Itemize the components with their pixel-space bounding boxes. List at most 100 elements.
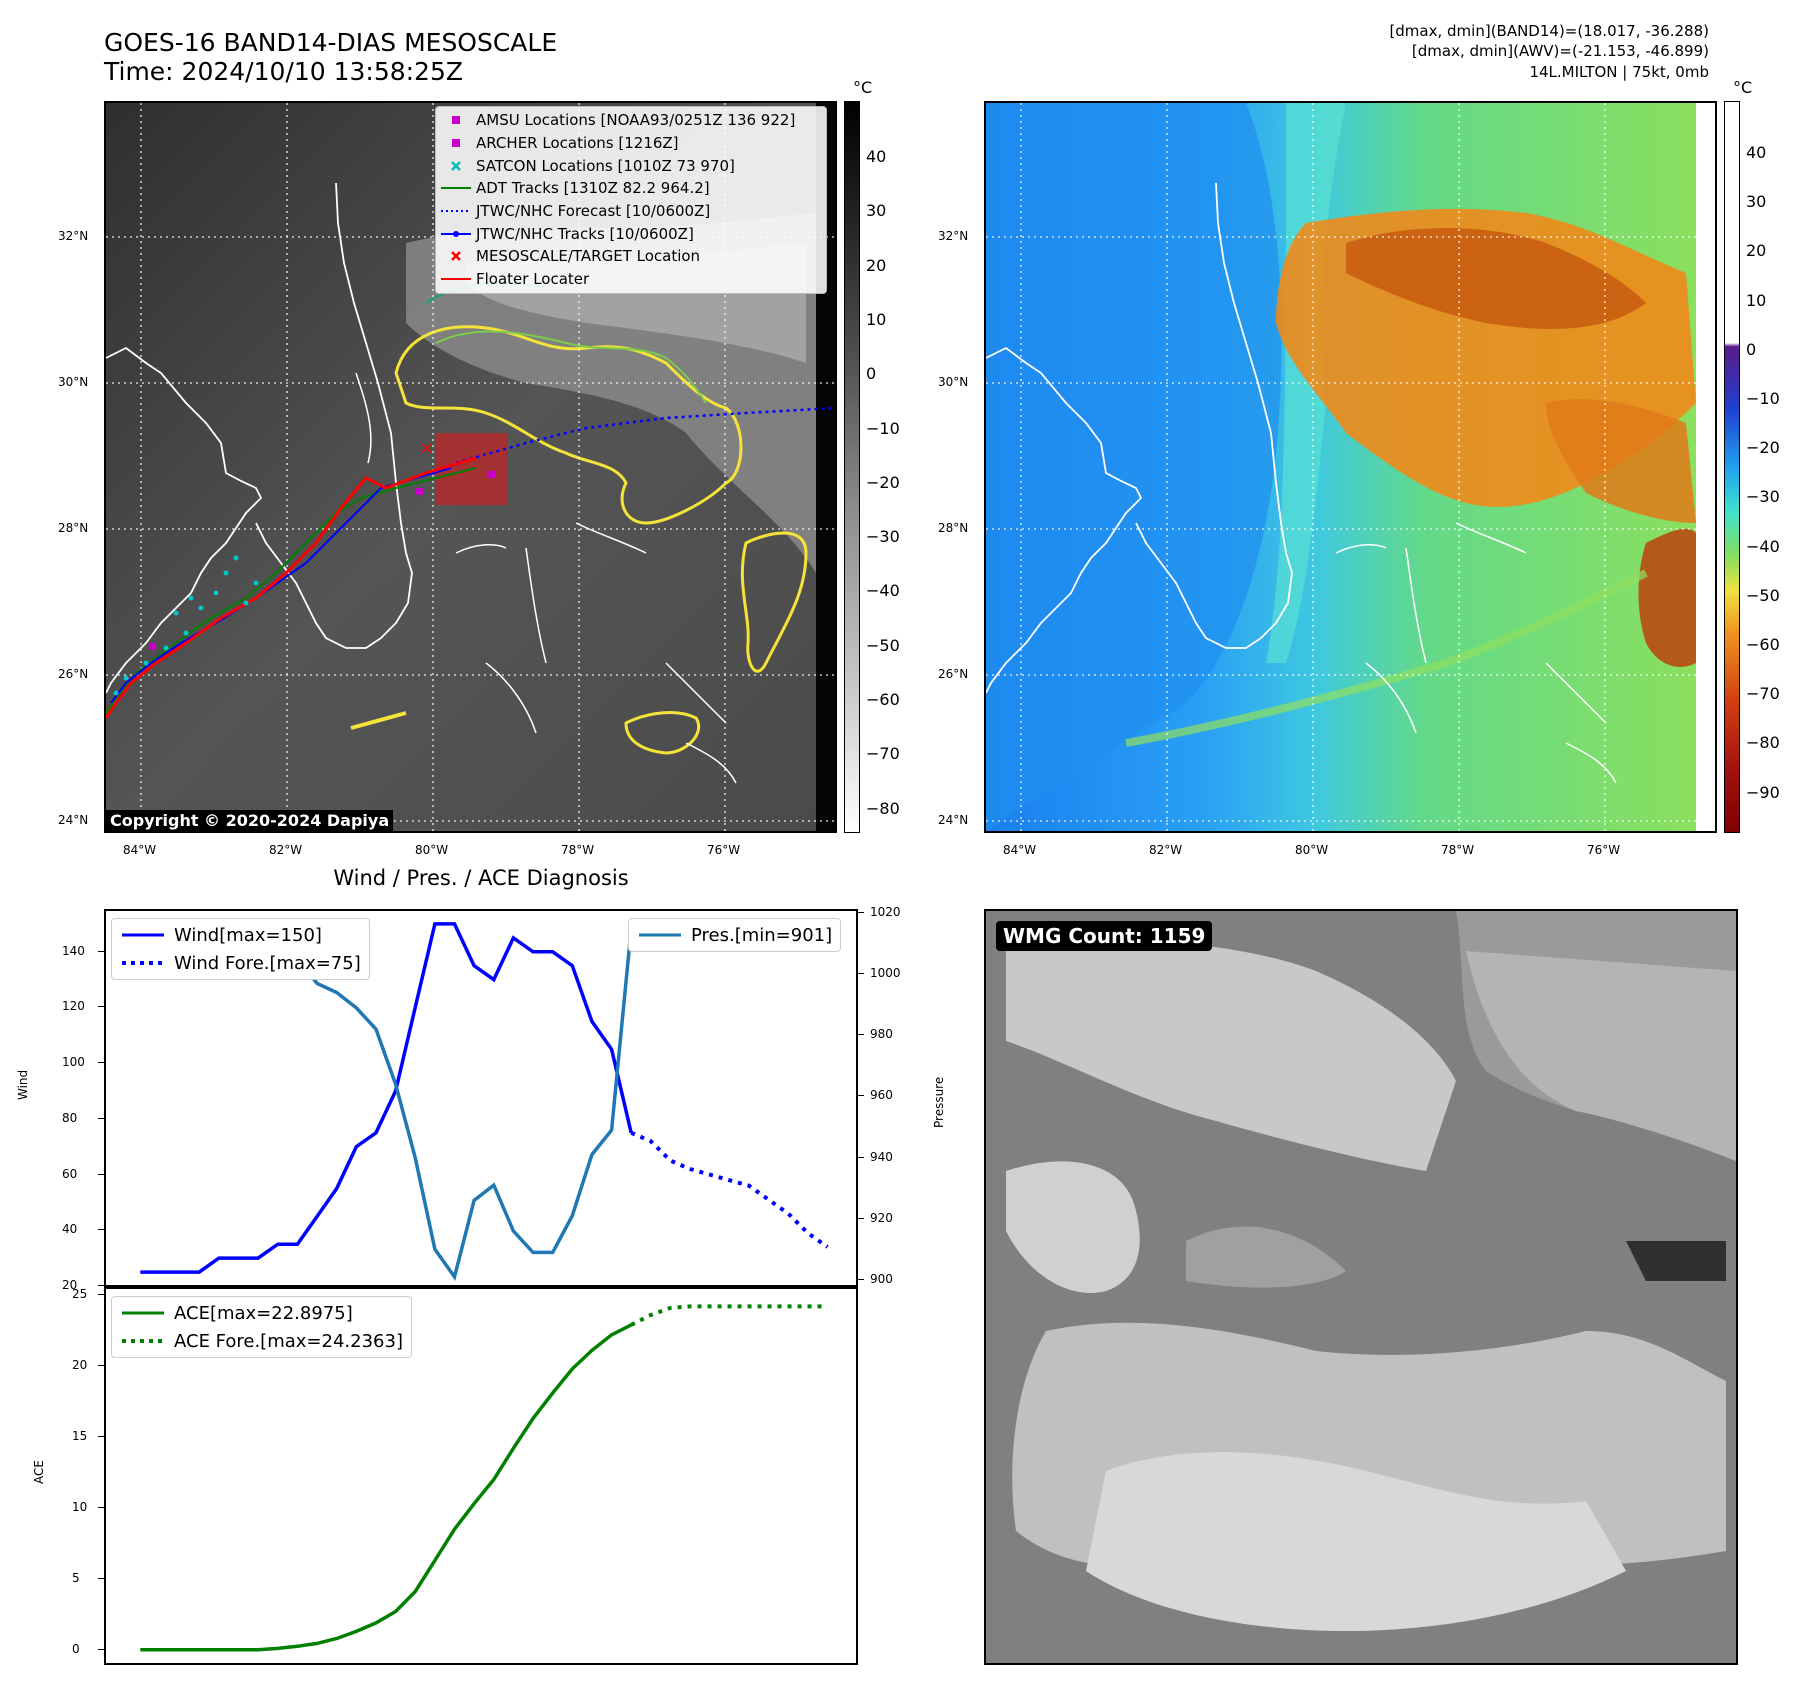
pressure-y-tick-mark: [858, 1156, 864, 1158]
stats-awv: [dmax, dmin](AWV)=(-21.153, -46.899): [1411, 42, 1709, 60]
legend-label: JTWC/NHC Forecast [10/0600Z]: [476, 202, 711, 221]
pressure-y-tick: 920: [870, 1210, 893, 1225]
wind-y-tick-mark: [98, 1062, 104, 1064]
ace-y-tick: 0: [72, 1641, 80, 1656]
floater-track: [106, 456, 477, 719]
pressure-y-tick-mark: [858, 1034, 864, 1036]
ace-plot: [104, 1287, 858, 1665]
wv-colorbar-tick: 20: [1746, 241, 1767, 261]
wmg-bright-north: [1006, 940, 1456, 1171]
legend-entry: JTWC/NHC Forecast [10/0600Z]: [436, 200, 826, 223]
legend-label: ARCHER Locations [1216Z]: [476, 134, 679, 153]
contour-yellow-1: [394, 325, 743, 525]
coast-bahamas: [455, 522, 737, 784]
storm-info: 14L.MILTON | 75kt, 0mb: [1529, 63, 1709, 81]
wind-y-tick: 60: [62, 1166, 78, 1181]
ir-colorbar-tick: −10: [866, 418, 900, 438]
wmg-mid-patch: [1186, 1226, 1346, 1288]
wind-y-tick: 80: [62, 1110, 78, 1125]
wv-coast-atlantic: [1135, 182, 1293, 649]
wind-y-tick-mark: [98, 950, 104, 952]
wind-axis-label: Wind: [16, 1069, 30, 1100]
map-lon-tick: 80°W: [1295, 843, 1329, 857]
wind-y-tick-mark: [98, 1173, 104, 1175]
pressure-y-tick-mark: [858, 1217, 864, 1219]
map-lon-tick: 78°W: [561, 843, 595, 857]
coast-lake: [355, 372, 372, 464]
x-marker-icon: [436, 250, 476, 262]
ir-colorbar-tick: −80: [866, 798, 900, 818]
wv-moist-east: [1546, 399, 1696, 523]
map-legend: AMSU Locations [NOAA93/0251Z 136 922] ARC…: [435, 106, 827, 294]
map-lon-tick: 76°W: [1587, 843, 1621, 857]
wv-colorbar: [1724, 101, 1740, 833]
map-lat-tick: 26°N: [58, 667, 89, 681]
ace-axis-label: ACE: [32, 1460, 46, 1484]
wmg-image: [986, 911, 1736, 1663]
wind-line: [140, 922, 633, 1274]
wind-forecast-legend-label: Wind Fore.[max=75]: [174, 952, 361, 974]
legend-label: MESOSCALE/TARGET Location: [476, 247, 701, 266]
map-lat-tick: 24°N: [938, 813, 969, 827]
ace-line: [140, 1323, 632, 1652]
ir-colorbar-tick: 30: [866, 201, 887, 221]
ace-y-tick-mark: [98, 1365, 104, 1367]
wv-colorbar-tick: −70: [1746, 684, 1780, 704]
ir-colorbar-tick: 10: [866, 309, 887, 329]
ir-colorbar-tick: −20: [866, 472, 900, 492]
wv-colorbar-tick: −20: [1746, 438, 1780, 458]
pressure-line: [140, 926, 633, 1281]
ir-colorbar-tick: −40: [866, 581, 900, 601]
legend-label: SATCON Locations [1010Z 73 970]: [476, 156, 735, 175]
line-dot-icon: [436, 228, 476, 240]
dotted-line-icon: [436, 205, 476, 217]
pressure-y-tick: 960: [870, 1088, 893, 1103]
wv-colorbar-tick: −50: [1746, 585, 1780, 605]
copyright-label: Copyright © 2020-2024 Dapiya: [106, 810, 394, 831]
chart-title: Wind / Pres. / ACE Diagnosis: [333, 866, 629, 890]
wv-moist-se: [1638, 528, 1696, 667]
legend-entry: MESOSCALE/TARGET Location: [436, 245, 826, 268]
pressure-legend: Pres.[min=901]: [628, 918, 842, 952]
wind-plot-frame: [104, 909, 858, 1287]
ir-colorbar-tick: 0: [866, 364, 877, 384]
square-marker-icon: [436, 137, 476, 149]
archer-marker: [416, 488, 423, 495]
pressure-y-tick-mark: [858, 973, 864, 975]
legend-label: Floater Locater: [476, 270, 590, 289]
map-lat-tick: 30°N: [938, 375, 969, 389]
line-icon: [436, 273, 476, 285]
wv-colorbar-tick: 30: [1746, 192, 1767, 212]
figure-title: GOES-16 BAND14-DIAS MESOSCALE: [104, 28, 558, 57]
wv-colorbar-tick: 40: [1746, 143, 1767, 162]
ace-plot-frame: [104, 1287, 858, 1665]
map-lon-tick: 76°W: [707, 843, 741, 857]
figure-time: Time: 2024/10/10 13:58:25Z: [104, 57, 463, 86]
pressure-y-tick: 940: [870, 1149, 893, 1164]
pressure-y-tick-mark: [858, 1278, 864, 1280]
contour-yellow-3: [624, 711, 701, 755]
contour-yellow-4: [350, 711, 407, 730]
pressure-y-tick: 980: [870, 1027, 893, 1042]
map-lat-tick: 30°N: [58, 375, 89, 389]
wv-moist-core: [1346, 228, 1646, 329]
map-lon-tick: 82°W: [1149, 843, 1183, 857]
legend-entry: Floater Locater: [436, 268, 826, 291]
pressure-y-tick: 900: [870, 1271, 893, 1286]
legend-entry: ADT Tracks [1310Z 82.2 964.2]: [436, 177, 826, 200]
map-lon-tick: 80°W: [415, 843, 449, 857]
map-lon-tick: 82°W: [269, 843, 303, 857]
wv-colorbar-tick: −80: [1746, 733, 1780, 753]
target-marker: ✕: [420, 439, 433, 458]
satcon-markers: [113, 555, 259, 696]
wv-front: [1125, 569, 1648, 747]
wmg-panel: WMG Count: 1159: [984, 909, 1738, 1665]
legend-label: ADT Tracks [1310Z 82.2 964.2]: [476, 179, 710, 198]
ace-legend: ACE[max=22.8975] ACE Fore.[max=24.2363]: [111, 1296, 412, 1358]
contour-green: [435, 330, 707, 404]
ace-y-tick: 25: [72, 1287, 88, 1302]
map-lon-tick: 84°W: [123, 843, 157, 857]
ace-y-tick-mark: [98, 1294, 104, 1296]
wv-grid: [986, 103, 1715, 831]
map-lat-tick: 28°N: [938, 521, 969, 535]
